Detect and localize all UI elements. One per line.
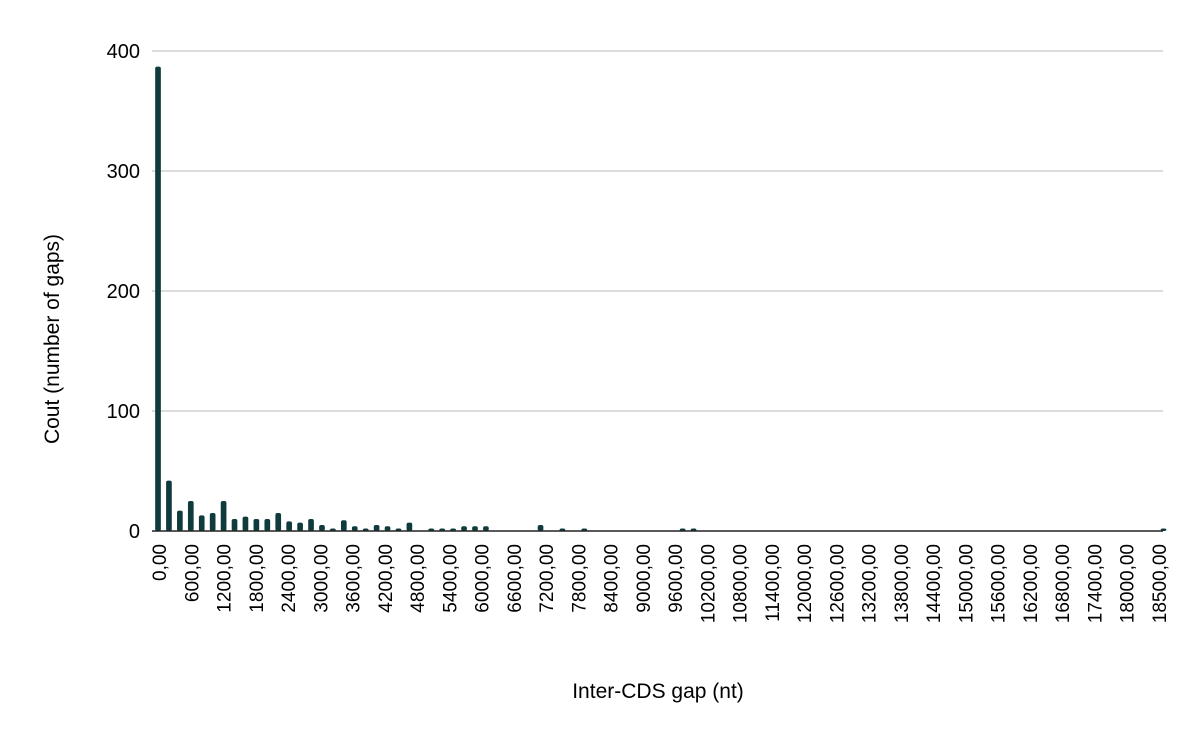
histogram-bar xyxy=(308,519,314,531)
x-tick-label: 10200,00 xyxy=(698,544,719,623)
x-tick-label: 18500,00 xyxy=(1150,544,1171,623)
x-tick-label: 7200,00 xyxy=(537,544,558,613)
x-tick-label: 3600,00 xyxy=(344,544,365,613)
histogram-bar xyxy=(166,480,172,531)
x-tick-label: 9600,00 xyxy=(666,544,687,613)
x-tick-label: 4200,00 xyxy=(376,544,397,613)
x-tick-label: 12000,00 xyxy=(795,544,816,623)
x-tick-label: 600,00 xyxy=(182,544,203,602)
x-tick-label: 3000,00 xyxy=(311,544,332,613)
x-tick-label: 7800,00 xyxy=(569,544,590,613)
x-tick-label: 8400,00 xyxy=(602,544,623,613)
histogram-bar xyxy=(231,519,238,531)
x-axis-label: Inter-CDS gap (nt) xyxy=(572,680,744,703)
x-tick-label: 16800,00 xyxy=(1053,544,1074,623)
histogram-bar xyxy=(155,66,161,531)
x-tick-labels: 0,00 600,00 1200,00 1800,00 2400,00 3000,00 36… xyxy=(150,544,1171,623)
x-tick-label: 16200,00 xyxy=(1021,544,1042,623)
histogram-bar xyxy=(406,522,413,531)
x-tick-label: 13800,00 xyxy=(892,544,913,623)
histogram-bar xyxy=(537,525,544,531)
histogram-bar xyxy=(351,526,358,531)
histogram-bar xyxy=(483,526,489,531)
x-tick-label: 15600,00 xyxy=(989,544,1010,623)
x-tick-label: 17400,00 xyxy=(1085,544,1106,623)
x-tick-label: 1800,00 xyxy=(247,544,268,613)
x-tick-label: 13200,00 xyxy=(860,544,881,623)
x-tick-label: 5400,00 xyxy=(440,544,461,613)
x-tick-label: 6600,00 xyxy=(505,544,526,613)
histogram-bar xyxy=(264,519,271,531)
histogram-bar xyxy=(472,526,478,531)
histogram-bar xyxy=(253,519,260,531)
x-tick-label: 1200,00 xyxy=(215,544,236,613)
histogram-bar xyxy=(187,501,194,531)
histogram-bar xyxy=(461,526,467,531)
x-tick-label: 2400,00 xyxy=(279,544,300,613)
histogram-bar xyxy=(177,510,183,531)
x-tick-label: 15000,00 xyxy=(956,544,977,623)
histogram-bar xyxy=(209,513,216,531)
y-tick-label: 200 xyxy=(107,281,140,303)
histogram-bar xyxy=(373,525,380,531)
y-tick-label: 400 xyxy=(107,41,140,63)
gridlines xyxy=(152,50,1163,412)
histogram-bar xyxy=(319,525,325,531)
x-tick-label: 14400,00 xyxy=(924,544,945,623)
y-tick-label: 300 xyxy=(107,161,140,183)
y-axis-label: Cout (number of gaps) xyxy=(41,234,64,444)
y-tick-label: 100 xyxy=(107,401,140,423)
x-tick-label: 9000,00 xyxy=(634,544,655,613)
x-tick-label: 12600,00 xyxy=(827,544,848,623)
x-tick-label: 18000,00 xyxy=(1118,544,1139,623)
x-tick-label: 10800,00 xyxy=(731,544,752,623)
x-tick-label: 0,00 xyxy=(150,544,171,581)
y-tick-labels: 0 100 200 300 400 xyxy=(107,41,140,543)
histogram-bar xyxy=(384,526,391,531)
histogram-bar xyxy=(198,515,205,531)
x-tick-label: 11400,00 xyxy=(763,544,784,622)
histogram-bar xyxy=(275,513,282,531)
histogram-bar xyxy=(340,520,347,531)
histogram-bar xyxy=(242,516,249,531)
x-tick-label: 6000,00 xyxy=(473,544,494,613)
histogram-bar xyxy=(220,501,227,531)
y-tick-label: 0 xyxy=(129,521,140,543)
bars xyxy=(155,66,1167,531)
x-tick-label: 4800,00 xyxy=(408,544,429,613)
histogram-bar xyxy=(297,522,303,531)
histogram-bar xyxy=(286,521,293,531)
